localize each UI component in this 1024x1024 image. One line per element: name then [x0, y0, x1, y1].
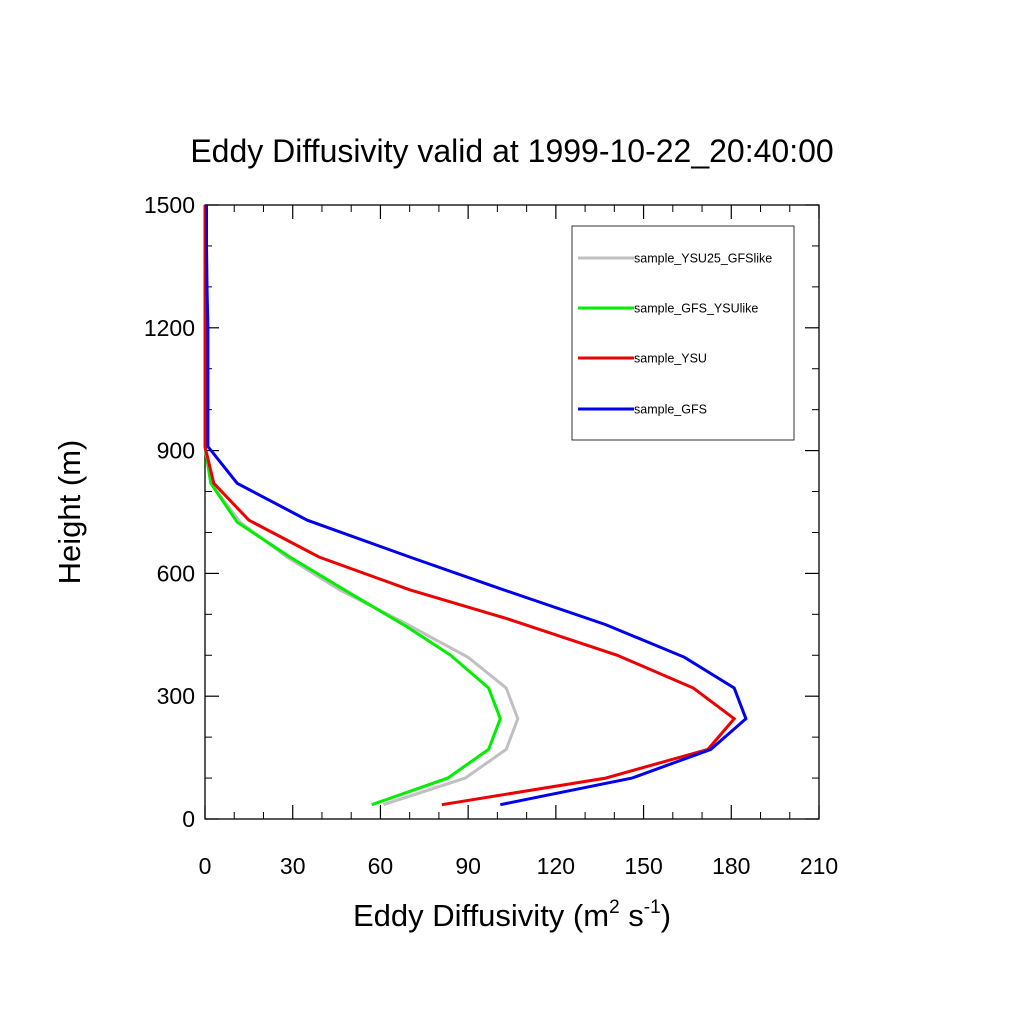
- legend-label: sample_YSU: [634, 352, 707, 366]
- minor-ticks: [205, 205, 819, 819]
- legend-box: [571, 225, 795, 441]
- y-tick-label: 600: [157, 560, 195, 586]
- series-lines: [203, 205, 748, 807]
- x-tick-label: 30: [280, 853, 306, 879]
- x-tick-label: 120: [537, 853, 575, 879]
- series-line-sample-gfs: [205, 205, 748, 807]
- x-tick-label: 90: [455, 853, 481, 879]
- x-tick-label: 150: [624, 853, 662, 879]
- y-tick-label: 300: [157, 683, 195, 709]
- x-tick-label: 210: [800, 853, 838, 879]
- y-tick-label: 1500: [144, 192, 195, 218]
- plot-frame: [204, 204, 820, 820]
- x-tick-label: 180: [712, 853, 750, 879]
- legend: sample_YSU25_GFSlike sample_GFS_YSUlikesa…: [571, 225, 795, 441]
- y-tick-label: 900: [157, 438, 195, 464]
- chart-title: Eddy Diffusivity valid at 1999-10-22_20:…: [190, 133, 833, 169]
- legend-label: sample_YSU25_GFSlike: [634, 252, 772, 266]
- series-line-sample-ysu: [203, 205, 737, 807]
- y-tick-label: 0: [182, 806, 195, 832]
- series-line-sample-gfs-ysulike: [203, 205, 502, 807]
- x-axis-label: Eddy Diffusivity (m2 s-1): [353, 897, 671, 933]
- series-line-sample-ysu25-gfslike: [203, 205, 520, 807]
- x-tick-label: 0: [199, 853, 212, 879]
- y-tick-label: 1200: [144, 315, 195, 341]
- x-tick-label: 60: [368, 853, 394, 879]
- y-tick-labels: 0 300 600 900 1200 1500: [144, 192, 195, 832]
- x-tick-labels: 0 30 60 90 120 150 180 210: [199, 853, 839, 879]
- y-axis-label: Height (m): [52, 440, 87, 585]
- legend-label: sample_GFS_YSUlike: [634, 302, 758, 316]
- legend-label: sample_GFS: [634, 403, 707, 417]
